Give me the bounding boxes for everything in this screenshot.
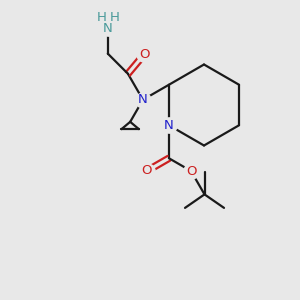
Text: N: N (138, 93, 148, 106)
Text: O: O (142, 164, 152, 178)
Text: N: N (164, 119, 174, 132)
Text: O: O (186, 164, 196, 178)
Text: H: H (110, 11, 119, 24)
Text: N: N (103, 22, 113, 34)
Text: O: O (139, 48, 150, 61)
Text: H: H (96, 11, 106, 24)
